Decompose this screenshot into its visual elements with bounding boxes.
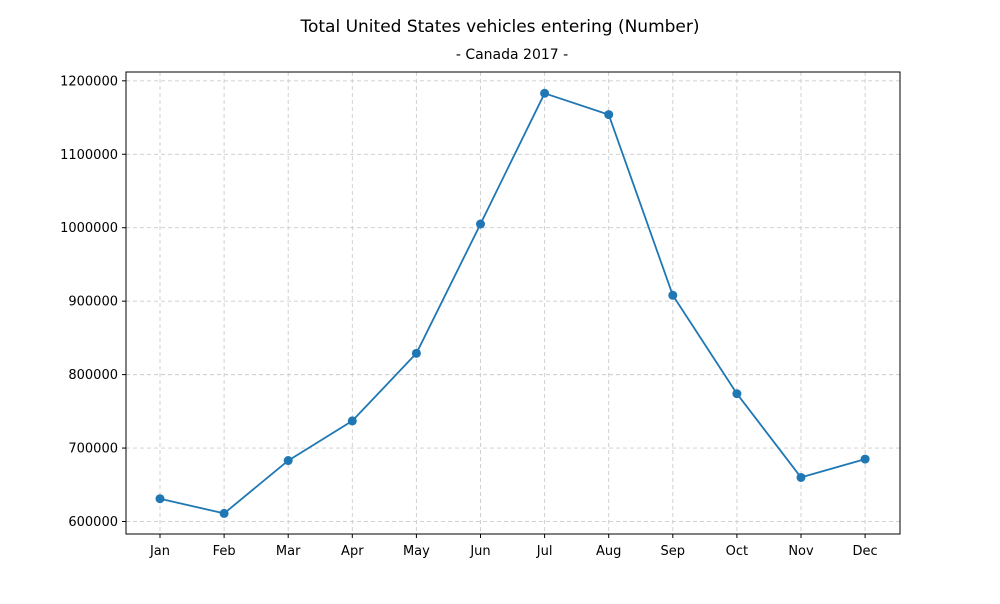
data-point-mar[interactable] xyxy=(283,456,293,466)
data-point-aug[interactable] xyxy=(604,110,614,120)
y-tick-label: 1200000 xyxy=(60,74,118,89)
series-line xyxy=(159,92,866,515)
x-tick-label: Aug xyxy=(596,544,621,559)
y-tick-label: 600000 xyxy=(68,515,118,530)
x-tick-label: Jul xyxy=(536,544,553,559)
x-tick-label: Jun xyxy=(469,544,490,559)
data-point-jul[interactable] xyxy=(540,88,550,98)
chart-title: Total United States vehicles entering (N… xyxy=(299,17,699,37)
y-tick-label: 1000000 xyxy=(60,221,118,236)
data-point-nov[interactable] xyxy=(796,472,806,482)
y-tick-label: 700000 xyxy=(68,442,118,457)
data-point-jan[interactable] xyxy=(155,494,165,504)
x-tick-label: Feb xyxy=(213,544,236,559)
chart-subtitle: - Canada 2017 - xyxy=(456,47,568,63)
x-tick-label: May xyxy=(403,544,430,559)
y-tick-label: 900000 xyxy=(68,295,118,310)
data-point-jun[interactable] xyxy=(476,219,485,229)
y-tick-label: 800000 xyxy=(68,368,118,383)
y-tick-label: 1100000 xyxy=(60,148,118,163)
grid-layer xyxy=(126,72,900,534)
x-tick-label: Mar xyxy=(276,544,301,559)
x-tick-label: Nov xyxy=(788,544,814,559)
x-tick-label: Sep xyxy=(661,544,686,559)
data-point-dec[interactable] xyxy=(860,454,870,464)
x-tick-label: Dec xyxy=(853,544,878,559)
x-tick-label: Jan xyxy=(149,544,170,559)
x-tick-label: Apr xyxy=(341,544,364,559)
data-point-sep[interactable] xyxy=(668,290,678,300)
data-point-oct[interactable] xyxy=(732,389,742,399)
plot-frame xyxy=(125,71,901,535)
data-point-feb[interactable] xyxy=(219,508,229,518)
data-point-apr[interactable] xyxy=(347,416,357,426)
x-axis: Jan Feb Mar Apr May Jun Jul Aug Sep Oct Nov Dec xyxy=(149,534,878,559)
data-point-may[interactable] xyxy=(411,348,421,358)
x-tick-label: Oct xyxy=(726,544,748,559)
series-layer xyxy=(155,88,870,518)
y-axis: 600000 700000 800000 900000 1000000 1100000 12… xyxy=(60,74,126,530)
